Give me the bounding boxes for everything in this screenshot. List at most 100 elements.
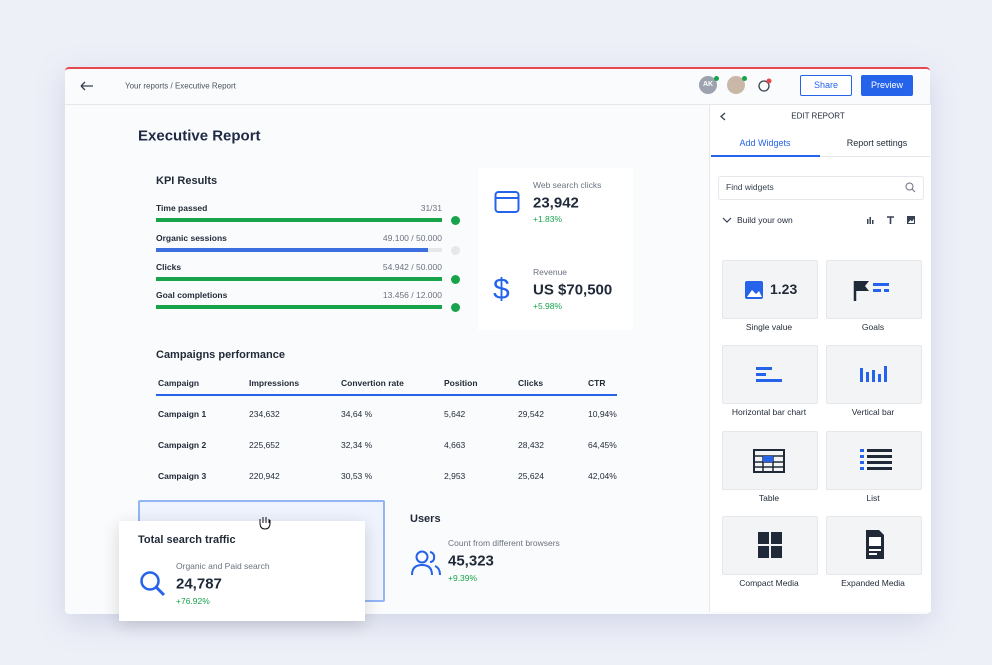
widget-tile[interactable] [722, 345, 818, 404]
widget-label: Goals [861, 322, 885, 332]
users-change: +9.39% [448, 573, 478, 583]
column-header: Position [444, 378, 478, 388]
stat-value: 23,942 [533, 194, 579, 212]
browser-icon [494, 191, 520, 213]
user-photo[interactable] [727, 76, 745, 94]
widget-label: Horizontal bar chart [731, 407, 807, 417]
comments-icon[interactable] [756, 78, 772, 94]
section-chevron[interactable] [722, 216, 732, 224]
kpi-value: 31/31 [420, 203, 442, 213]
table-cell: Campaign 2 [158, 440, 207, 450]
stats-card [478, 168, 633, 330]
table-cell: 225,652 [249, 440, 280, 450]
table-cell: 28,432 [518, 440, 544, 450]
kpi-bar [156, 218, 442, 222]
column-header: Campaign [158, 378, 200, 388]
kpi-label: Clicks [156, 262, 182, 272]
users-label: Count from different browsers [448, 538, 560, 548]
stat-change: +5.98% [533, 301, 563, 311]
widget-tile[interactable] [722, 516, 818, 575]
table-cell: 2,953 [444, 471, 466, 481]
table-cell: 30,53 % [341, 471, 373, 481]
avatar[interactable]: AK [699, 76, 717, 94]
widget-icon [756, 367, 782, 382]
column-header: CTR [588, 378, 606, 388]
status-dot [742, 76, 747, 81]
table-cell: 32,34 % [341, 440, 373, 450]
section-icons [867, 216, 915, 224]
kpi-value: 54.942 / 50.000 [382, 262, 442, 272]
kpi-label: Time passed [156, 203, 208, 213]
kpi-check [451, 246, 460, 255]
table-cell: 64,45% [588, 440, 617, 450]
widget-label: List [866, 493, 880, 503]
stat-label: Web search clicks [533, 180, 602, 190]
status-dot [714, 76, 719, 81]
users-title: Users [410, 513, 441, 525]
users-value: 45,323 [448, 552, 494, 570]
sidebar-title: EDIT REPORT [791, 111, 845, 121]
widget-icon [860, 449, 892, 470]
share-button[interactable]: Share [800, 75, 852, 96]
users-icon [411, 550, 441, 576]
kpi-check [451, 303, 460, 312]
dragged-widget[interactable] [119, 521, 365, 621]
breadcrumb[interactable]: Your reports / Executive Report [125, 81, 236, 91]
table-header-line [156, 394, 617, 396]
widget-tile[interactable] [826, 260, 922, 319]
widget-tile[interactable] [826, 431, 922, 490]
stat-label: Revenue [533, 267, 568, 277]
widget-tile[interactable] [826, 345, 922, 404]
kpi-bar [156, 248, 428, 252]
widget-tile[interactable] [722, 431, 818, 490]
table-cell: 42,04% [588, 471, 617, 481]
tab[interactable]: Report settings [846, 138, 908, 148]
widget-label: Single value [745, 322, 793, 332]
table-cell: 29,542 [518, 409, 544, 419]
back-arrow[interactable] [80, 81, 94, 91]
tab-underline [711, 155, 820, 157]
table-cell: Campaign 1 [158, 409, 207, 419]
tab-active[interactable]: Add Widgets [739, 138, 791, 148]
widget-icon [860, 366, 887, 382]
widget-icon [758, 532, 782, 558]
table-cell: 5,642 [444, 409, 466, 419]
sample-value: 1.23 [770, 281, 798, 297]
report-title: Executive Report [138, 127, 261, 145]
stat-change: +1.83% [533, 214, 563, 224]
column-header: Impressions [249, 378, 300, 388]
search-label: Organic and Paid search [176, 561, 270, 571]
kpi-check [451, 216, 460, 225]
kpi-label: Organic sessions [156, 233, 227, 243]
table-cell: Campaign 3 [158, 471, 207, 481]
table-cell: 10,94% [588, 409, 617, 419]
campaigns-title: Campaigns performance [156, 349, 285, 361]
kpi-title: KPI Results [156, 175, 218, 187]
column-header: Convertion rate [341, 378, 404, 388]
kpi-label: Goal completions [156, 290, 228, 300]
widget-label: Vertical bar [851, 407, 895, 417]
widget-tile[interactable] [826, 516, 922, 575]
widget-icon [745, 281, 763, 299]
widget-label: Table [758, 493, 780, 503]
dollar-icon: $ [493, 273, 510, 306]
stat-value: US $70,500 [533, 281, 613, 299]
grab-cursor [259, 517, 271, 530]
widget-search[interactable] [718, 176, 924, 200]
widget-icon [853, 281, 889, 301]
widget-search-placeholder: Find widgets [726, 182, 774, 192]
widget-icon [753, 449, 785, 473]
table-cell: 34,64 % [341, 409, 373, 419]
column-header: Clicks [518, 378, 544, 388]
widget-tile[interactable] [722, 260, 818, 319]
kpi-value: 49.100 / 50.000 [382, 233, 442, 243]
widget-icon [866, 530, 884, 559]
tab-divider [820, 156, 930, 157]
table-cell: 234,632 [249, 409, 280, 419]
section-title[interactable]: Build your own [737, 215, 793, 225]
table-cell: 25,624 [518, 471, 544, 481]
collapse-chevron[interactable] [719, 112, 727, 121]
preview-button[interactable]: Preview [861, 75, 913, 96]
search-value: 24,787 [176, 575, 222, 593]
